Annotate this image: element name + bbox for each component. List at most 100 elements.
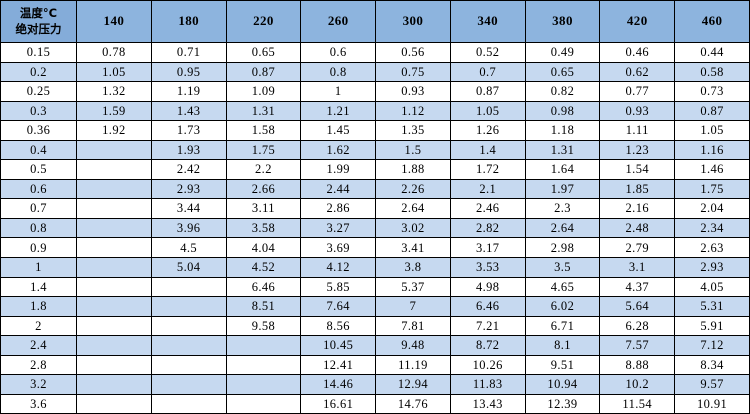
data-cell: 11.54 bbox=[599, 393, 676, 414]
data-cell: 9.51 bbox=[524, 354, 601, 376]
data-cell: 16.61 bbox=[300, 393, 377, 414]
data-cell: 1.75 bbox=[225, 139, 302, 161]
data-cell: 1.73 bbox=[150, 120, 227, 141]
row-header-cell: 2.4 bbox=[0, 335, 78, 356]
data-cell: 0.98 bbox=[524, 100, 601, 122]
data-cell: 2.46 bbox=[449, 198, 526, 219]
data-cell: 7.64 bbox=[300, 296, 377, 317]
table-row: 3.6 16.61 14.76 13.43 12.39 11.54 10.91 bbox=[0, 393, 750, 414]
data-cell: 1.93 bbox=[150, 139, 227, 161]
data-cell: 0.7 bbox=[449, 61, 526, 83]
data-cell: 0.62 bbox=[599, 61, 676, 83]
data-cell: 4.98 bbox=[449, 276, 526, 298]
data-cell: 10.45 bbox=[300, 335, 377, 356]
data-cell-empty bbox=[150, 393, 227, 414]
data-cell: 1.59 bbox=[76, 100, 152, 122]
data-cell: 2.63 bbox=[674, 237, 750, 259]
data-cell: 2.64 bbox=[524, 217, 601, 239]
data-cell: 2.79 bbox=[599, 237, 676, 259]
data-cell-empty bbox=[225, 354, 302, 376]
data-cell: 4.04 bbox=[225, 237, 302, 259]
row-header-cell: 0.5 bbox=[0, 159, 78, 180]
table-header: 温度°C 绝对压力 140 180 220 260 300 340 380 42… bbox=[0, 0, 750, 43]
column-header-460: 460 bbox=[674, 0, 750, 43]
table-row: 0.3 1.59 1.43 1.31 1.21 1.12 1.05 0.98 0.93 0.87 bbox=[0, 100, 750, 122]
row-header-cell: 2.8 bbox=[0, 354, 78, 376]
table-row: 1.8 8.51 7.64 7 6.46 6.02 5.64 5.31 bbox=[0, 296, 750, 317]
data-cell-empty bbox=[76, 315, 152, 337]
data-cell: 1.16 bbox=[674, 139, 750, 161]
table-row: 0.25 1.32 1.19 1.09 1 0.93 0.87 0.82 0.77 0.73 bbox=[0, 81, 750, 102]
data-cell: 2.48 bbox=[599, 217, 676, 239]
column-header-420: 420 bbox=[599, 0, 676, 43]
data-cell: 1.05 bbox=[76, 61, 152, 83]
data-cell: 1.31 bbox=[524, 139, 601, 161]
data-cell-empty bbox=[225, 335, 302, 356]
data-cell: 8.72 bbox=[449, 335, 526, 356]
data-cell: 0.8 bbox=[300, 61, 377, 83]
data-cell: 7 bbox=[375, 296, 451, 317]
data-cell: 1.5 bbox=[375, 139, 451, 161]
data-cell: 3.53 bbox=[449, 257, 526, 278]
data-cell-empty bbox=[150, 296, 227, 317]
data-cell: 1.05 bbox=[449, 100, 526, 122]
data-cell: 1.54 bbox=[599, 159, 676, 180]
data-cell-empty bbox=[76, 296, 152, 317]
data-cell: 3.27 bbox=[300, 217, 377, 239]
data-cell: 0.78 bbox=[76, 42, 152, 63]
data-cell-empty bbox=[76, 393, 152, 414]
data-cell: 1.32 bbox=[76, 81, 152, 102]
data-cell: 1.19 bbox=[150, 81, 227, 102]
column-header-380: 380 bbox=[524, 0, 601, 43]
data-cell: 0.93 bbox=[375, 81, 451, 102]
data-cell: 7.57 bbox=[599, 335, 676, 356]
data-cell: 13.43 bbox=[449, 393, 526, 414]
data-cell: 4.5 bbox=[150, 237, 227, 259]
data-cell: 6.46 bbox=[225, 276, 302, 298]
data-cell: 2.66 bbox=[225, 178, 302, 200]
data-cell: 0.82 bbox=[524, 81, 601, 102]
column-header-140: 140 bbox=[76, 0, 152, 43]
data-cell: 3.41 bbox=[375, 237, 451, 259]
data-cell: 4.05 bbox=[674, 276, 750, 298]
data-cell: 2.64 bbox=[375, 198, 451, 219]
data-cell: 7.21 bbox=[449, 315, 526, 337]
data-cell: 0.77 bbox=[599, 81, 676, 102]
data-cell: 1.12 bbox=[375, 100, 451, 122]
data-cell-empty bbox=[76, 217, 152, 239]
data-cell: 1.46 bbox=[674, 159, 750, 180]
data-cell: 12.41 bbox=[300, 354, 377, 376]
table-row: 2 9.58 8.56 7.81 7.21 6.71 6.28 5.91 bbox=[0, 315, 750, 337]
data-cell: 0.87 bbox=[225, 61, 302, 83]
data-cell: 2.16 bbox=[599, 198, 676, 219]
row-header-cell: 0.9 bbox=[0, 237, 78, 259]
data-cell: 4.37 bbox=[599, 276, 676, 298]
data-cell: 0.44 bbox=[674, 42, 750, 63]
data-cell: 7.81 bbox=[375, 315, 451, 337]
data-cell-empty bbox=[76, 237, 152, 259]
data-cell-empty bbox=[76, 159, 152, 180]
data-cell: 0.65 bbox=[524, 61, 601, 83]
data-cell: 4.52 bbox=[225, 257, 302, 278]
data-cell: 5.85 bbox=[300, 276, 377, 298]
data-cell: 3.96 bbox=[150, 217, 227, 239]
data-cell: 2.1 bbox=[449, 178, 526, 200]
data-cell: 5.91 bbox=[674, 315, 750, 337]
row-header-cell: 1 bbox=[0, 257, 78, 278]
row-header-cell: 3.6 bbox=[0, 393, 78, 414]
data-cell: 4.65 bbox=[524, 276, 601, 298]
row-header-cell: 0.3 bbox=[0, 100, 78, 122]
table-row: 0.7 3.44 3.11 2.86 2.64 2.46 2.3 2.16 2.04 bbox=[0, 198, 750, 219]
data-cell: 3.11 bbox=[225, 198, 302, 219]
table-row: 0.2 1.05 0.95 0.87 0.8 0.75 0.7 0.65 0.62 0.58 bbox=[0, 61, 750, 83]
table-row: 0.6 2.93 2.66 2.44 2.26 2.1 1.97 1.85 1.75 bbox=[0, 178, 750, 200]
data-cell: 1.09 bbox=[225, 81, 302, 102]
data-cell: 0.52 bbox=[449, 42, 526, 63]
data-cell: 6.71 bbox=[524, 315, 601, 337]
data-cell: 2.3 bbox=[524, 198, 601, 219]
data-cell: 11.83 bbox=[449, 374, 526, 395]
corner-header-temperature-label: 温度°C bbox=[19, 5, 58, 20]
data-cell: 11.19 bbox=[375, 354, 451, 376]
row-header-cell: 0.2 bbox=[0, 61, 78, 83]
